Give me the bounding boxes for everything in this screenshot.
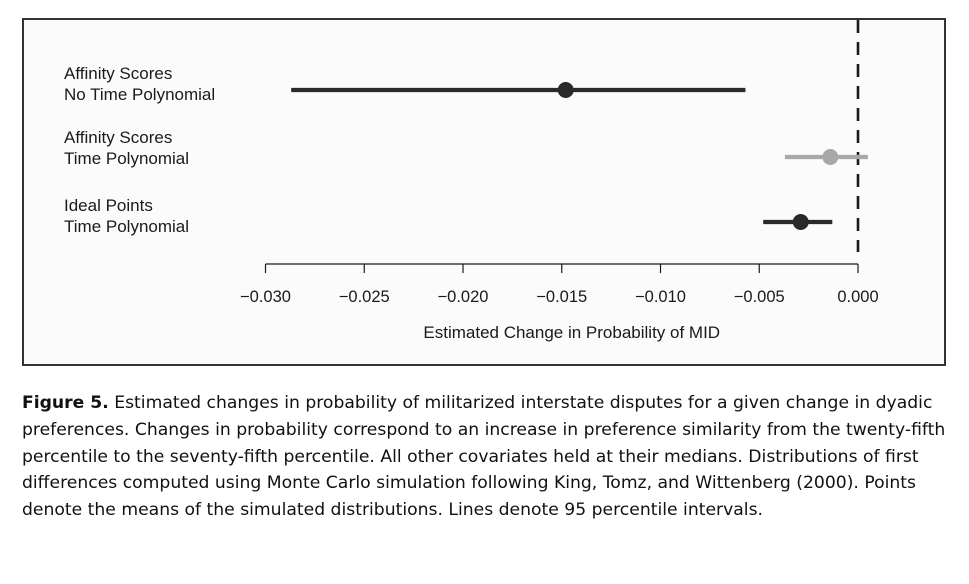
figure-panel: −0.030 −0.025 −0.020 −0.015 −0.010 −0.005 0.00… [22, 18, 946, 366]
mean-point-2 [792, 214, 809, 230]
category-label-affinity-no-time: Affinity Scores No Time Polynomial [64, 64, 216, 104]
x-tick-label-6: 0.000 [837, 288, 878, 306]
figure-caption: Figure 5. Estimated changes in probabili… [22, 390, 952, 524]
x-tick-label-2: −0.020 [438, 288, 489, 306]
caption-text: Estimated changes in probability of mili… [22, 393, 946, 521]
caption-label: Figure 5. [22, 393, 109, 413]
mean-point-0 [557, 82, 574, 98]
x-tick-label-4: −0.010 [635, 288, 686, 306]
x-tick-label-0: −0.030 [240, 288, 291, 306]
x-axis-title: Estimated Change in Probability of MID [423, 323, 720, 342]
category-label-ideal-points-time: Ideal Points Time Polynomial [64, 196, 190, 236]
x-tick-label-1: −0.025 [339, 288, 390, 306]
category-label-affinity-time: Affinity Scores Time Polynomial [64, 128, 190, 168]
mean-point-1 [822, 149, 839, 165]
x-tick-label-3: −0.015 [536, 288, 587, 306]
x-tick-label-5: −0.005 [734, 288, 785, 306]
dot-whisker-chart: −0.030 −0.025 −0.020 −0.015 −0.010 −0.005 0.00… [240, 20, 879, 342]
